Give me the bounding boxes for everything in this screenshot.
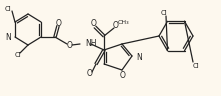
Text: O: O xyxy=(91,19,97,29)
Text: Cl: Cl xyxy=(5,6,11,12)
Text: O: O xyxy=(56,19,62,27)
Text: NH: NH xyxy=(85,39,97,48)
Text: O: O xyxy=(67,41,73,50)
Text: O: O xyxy=(120,70,126,79)
Text: O: O xyxy=(113,22,119,31)
Text: Cl: Cl xyxy=(193,63,199,69)
Text: O: O xyxy=(87,70,93,79)
Text: CH₃: CH₃ xyxy=(117,21,129,26)
Text: N: N xyxy=(5,33,11,41)
Text: Cl: Cl xyxy=(15,52,21,58)
Text: N: N xyxy=(136,53,142,62)
Text: Cl: Cl xyxy=(161,10,167,16)
